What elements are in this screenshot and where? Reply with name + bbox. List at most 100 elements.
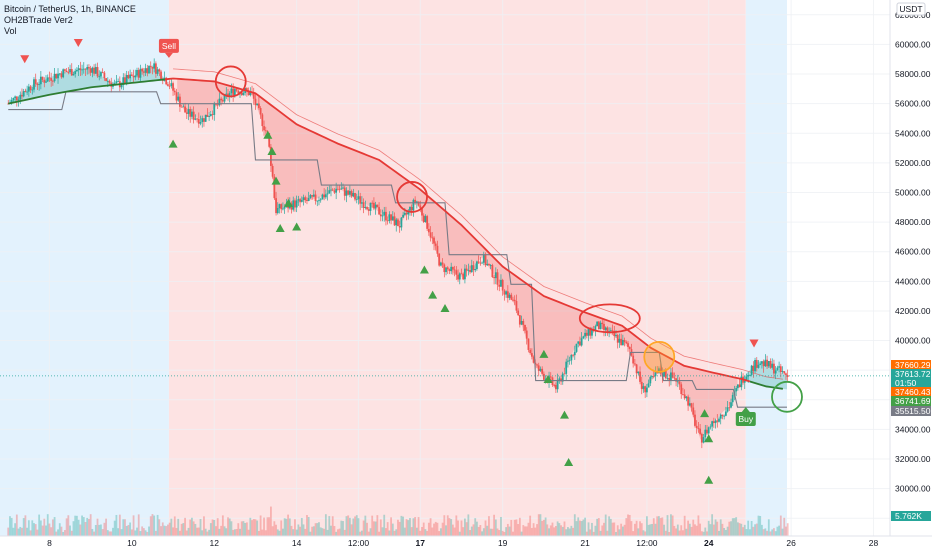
volume-bar bbox=[390, 517, 392, 536]
candle-body bbox=[618, 338, 621, 343]
volume-bar bbox=[163, 525, 166, 536]
volume-bar bbox=[72, 521, 75, 536]
volume-bar bbox=[211, 519, 214, 536]
volume-bar bbox=[477, 526, 480, 536]
candle-body bbox=[649, 376, 652, 384]
candle-body bbox=[688, 403, 691, 406]
volume-bar bbox=[227, 517, 229, 536]
candle-body bbox=[120, 84, 123, 88]
volume-bar bbox=[664, 530, 667, 536]
volume-bar bbox=[779, 515, 782, 536]
price-label-box bbox=[891, 360, 931, 370]
candle-body bbox=[561, 373, 564, 382]
volume-bar bbox=[335, 531, 338, 536]
price-tick-label: 48000.00 bbox=[895, 217, 931, 227]
candle-body bbox=[216, 104, 219, 106]
candle-body bbox=[582, 336, 585, 339]
candle-body bbox=[656, 372, 659, 374]
volume-bar bbox=[462, 527, 465, 536]
volume-bar bbox=[632, 531, 635, 536]
volume-bar bbox=[184, 517, 186, 536]
candle-body bbox=[639, 371, 641, 382]
volume-bar bbox=[86, 517, 89, 536]
candle-body bbox=[340, 188, 343, 190]
volume-bar bbox=[740, 523, 743, 536]
volume-bar bbox=[192, 521, 195, 536]
candle-body bbox=[27, 86, 30, 92]
volume-bar bbox=[738, 523, 741, 536]
volume-bar bbox=[525, 526, 528, 536]
candle-body bbox=[165, 77, 168, 85]
candle-body bbox=[24, 91, 27, 92]
candle-body bbox=[517, 310, 520, 316]
volume-bar bbox=[573, 514, 576, 536]
time-tick-label: 21 bbox=[580, 538, 590, 548]
buy-arrow-marker bbox=[271, 176, 281, 185]
candle-body bbox=[307, 198, 310, 201]
volume-bar bbox=[366, 522, 368, 536]
candle-body bbox=[544, 378, 547, 380]
volume-bar bbox=[208, 529, 211, 536]
volume-bar bbox=[215, 526, 217, 536]
volume-bar bbox=[220, 525, 223, 536]
candle-body bbox=[218, 98, 221, 106]
candle-body bbox=[520, 320, 523, 325]
volume-bar bbox=[314, 523, 317, 536]
candle-body bbox=[584, 332, 586, 337]
volume-bar bbox=[539, 514, 542, 536]
candle-body bbox=[469, 269, 471, 273]
candle-body bbox=[415, 201, 418, 203]
price-tick-label: 44000.00 bbox=[895, 276, 931, 286]
candle-body bbox=[670, 372, 672, 381]
volume-bar bbox=[486, 525, 489, 536]
candle-body bbox=[141, 68, 144, 72]
candle-body bbox=[228, 93, 231, 98]
volume-bar bbox=[628, 514, 631, 536]
candle-body bbox=[204, 114, 207, 122]
volume-bar bbox=[606, 530, 609, 536]
volume-bar bbox=[515, 519, 518, 536]
volume-bar bbox=[567, 527, 569, 536]
candle-body bbox=[187, 109, 190, 114]
price-tick-label: 56000.00 bbox=[895, 99, 931, 109]
candle-body bbox=[232, 88, 235, 96]
volume-bar bbox=[402, 516, 405, 536]
volume-bar bbox=[764, 528, 767, 536]
volume-bar bbox=[654, 523, 657, 536]
volume-bar bbox=[204, 528, 207, 536]
volume-bar bbox=[680, 525, 683, 536]
volume-bar bbox=[288, 518, 291, 536]
candle-body bbox=[355, 199, 358, 200]
candle-body bbox=[525, 330, 528, 339]
volume-bar bbox=[513, 519, 516, 536]
candle-body bbox=[757, 364, 760, 368]
candle-body bbox=[324, 194, 327, 198]
candle-body bbox=[58, 73, 61, 75]
volume-bar bbox=[177, 518, 180, 536]
volume-bar bbox=[546, 524, 549, 536]
candle-body bbox=[221, 100, 224, 102]
volume-bar bbox=[604, 514, 607, 536]
candle-body bbox=[603, 324, 605, 330]
volume-bar bbox=[247, 529, 250, 536]
price-label-text: 01:50 bbox=[895, 378, 917, 388]
volume-bar bbox=[299, 526, 302, 536]
volume-bar bbox=[742, 527, 744, 536]
candle-body bbox=[529, 349, 532, 354]
candle-body bbox=[170, 83, 173, 87]
volume-bar bbox=[46, 514, 49, 536]
volume-bar bbox=[412, 518, 415, 536]
volume-bar bbox=[189, 519, 192, 536]
volume-bar bbox=[237, 523, 240, 536]
volume-bar bbox=[395, 529, 398, 536]
candle-body bbox=[326, 193, 329, 195]
candle-body bbox=[268, 132, 271, 147]
candle-body bbox=[434, 243, 437, 246]
candle-body bbox=[39, 76, 42, 85]
price-axis-background bbox=[890, 0, 932, 536]
volume-bar bbox=[235, 529, 238, 536]
volume-bar bbox=[409, 518, 411, 536]
candle-body bbox=[338, 188, 341, 190]
